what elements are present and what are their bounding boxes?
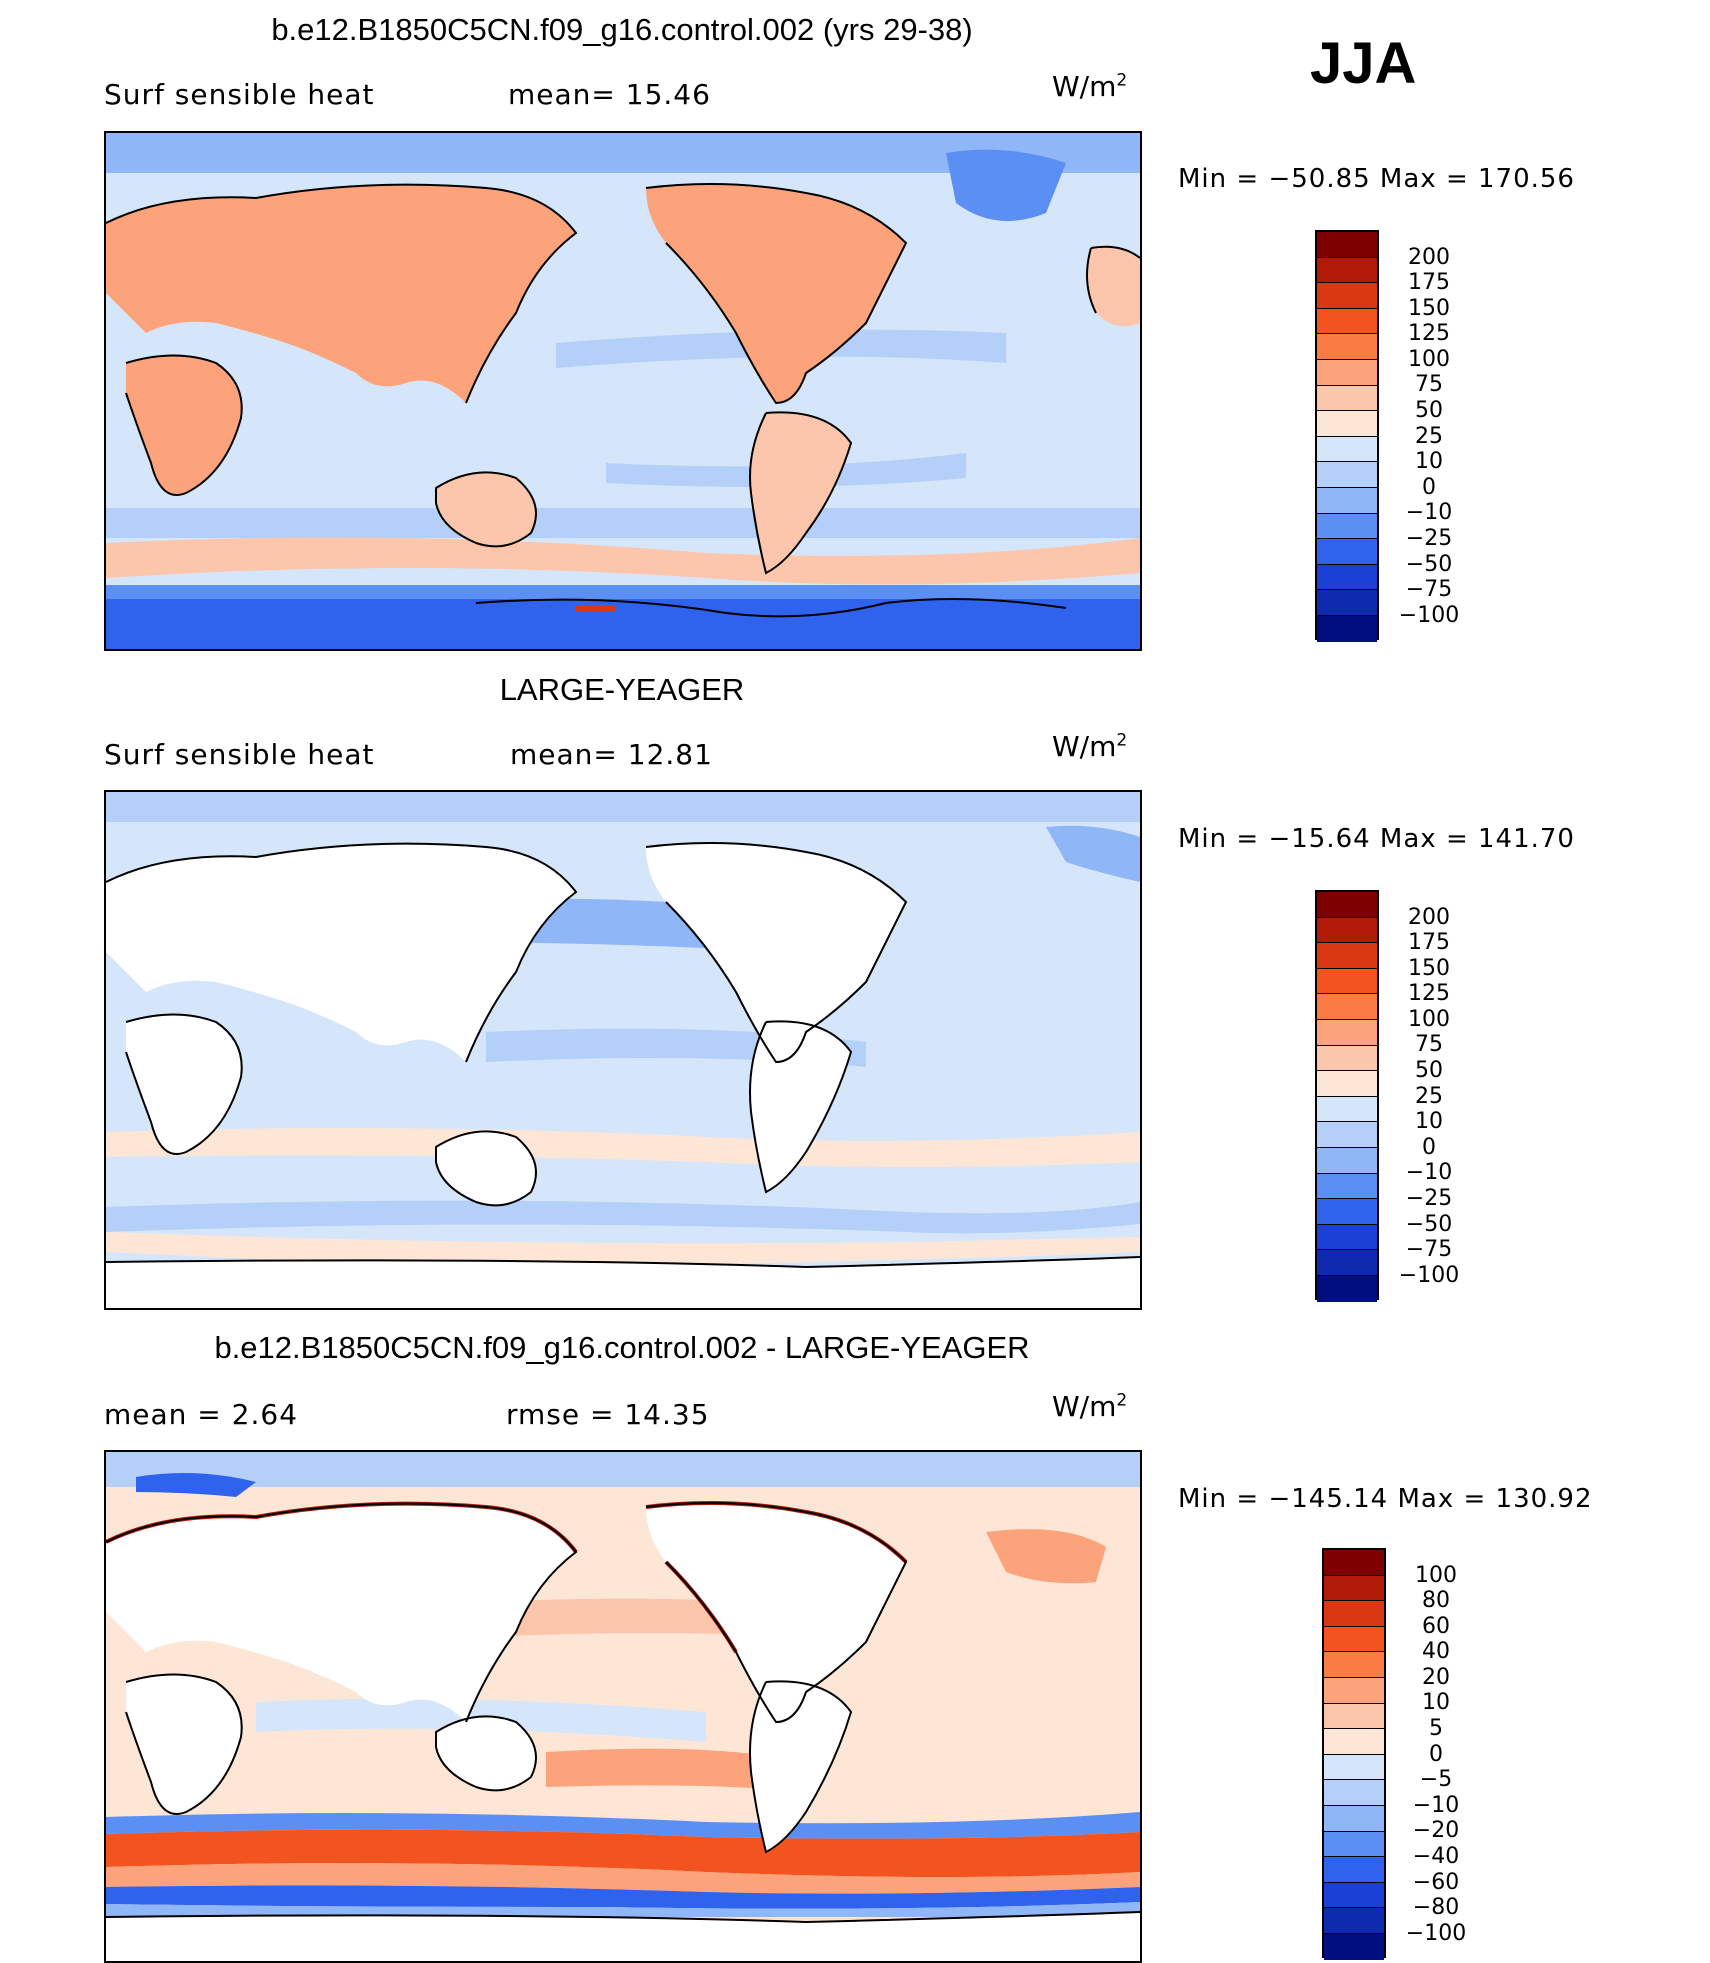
colorbar-tick-label: −100 (1398, 603, 1460, 628)
colorbar-tick-label: 10 (1415, 1109, 1443, 1134)
colorbar-tick-label: 0 (1422, 1135, 1436, 1160)
panel-2-variable-label: Surf sensible heat (104, 738, 375, 771)
colorbar-tick-label: −25 (1405, 1186, 1453, 1211)
panel-3-title: b.e12.B1850C5CN.f09_g16.control.002 - LA… (214, 1330, 1030, 1365)
panel-1-colorbar (1315, 230, 1379, 642)
colorbar-tick-label: 150 (1408, 956, 1450, 981)
colorbar-tick-label: −50 (1405, 1212, 1453, 1237)
panel-2-colorbar (1315, 890, 1379, 1302)
panel-2-units: W/m2 (1052, 730, 1128, 763)
colorbar-tick-label: 125 (1408, 981, 1450, 1006)
panel-1-units: W/m2 (1052, 70, 1128, 103)
panel-3-min-max: Min = −145.14 Max = 130.92 (1178, 1484, 1593, 1514)
panel-1-mean: mean= 15.46 (508, 78, 711, 111)
colorbar-tick-label: 175 (1408, 270, 1450, 295)
colorbar-tick-label: −50 (1405, 552, 1453, 577)
panel-3-mean: mean = 2.64 (104, 1398, 299, 1431)
panel-1-min-max: Min = −50.85 Max = 170.56 (1178, 164, 1575, 194)
panel-3-colorbar (1322, 1548, 1386, 1960)
panel-1-title: b.e12.B1850C5CN.f09_g16.control.002 (yrs… (271, 12, 973, 47)
colorbar-tick-label: 0 (1422, 475, 1436, 500)
colorbar-tick-label: 100 (1408, 347, 1450, 372)
colorbar-tick-label: 10 (1422, 1690, 1450, 1715)
colorbar-tick-label: −40 (1412, 1844, 1460, 1869)
colorbar-tick-label: 60 (1422, 1614, 1450, 1639)
colorbar-tick-label: −25 (1405, 526, 1453, 551)
colorbar-tick-label: 5 (1429, 1716, 1443, 1741)
colorbar-tick-label: 40 (1422, 1639, 1450, 1664)
colorbar-tick-label: 75 (1415, 372, 1443, 397)
colorbar-tick-label: −60 (1412, 1870, 1460, 1895)
colorbar-tick-label: 200 (1408, 245, 1450, 270)
colorbar-tick-label: −10 (1405, 500, 1453, 525)
panel-2-map (104, 790, 1142, 1310)
colorbar-tick-label: 20 (1422, 1665, 1450, 1690)
panel-3-rmse: rmse = 14.35 (506, 1398, 710, 1431)
colorbar-tick-label: 25 (1415, 1084, 1443, 1109)
colorbar-tick-label: −10 (1412, 1793, 1460, 1818)
colorbar-tick-label: 80 (1422, 1588, 1450, 1613)
colorbar-tick-label: 150 (1408, 296, 1450, 321)
panel-3-units: W/m2 (1052, 1390, 1128, 1423)
colorbar-tick-label: −100 (1398, 1263, 1460, 1288)
colorbar-tick-label: 175 (1408, 930, 1450, 955)
season-label: JJA (1310, 31, 1417, 96)
colorbar-tick-label: 50 (1415, 1058, 1443, 1083)
panel-2-min-max: Min = −15.64 Max = 141.70 (1178, 824, 1575, 854)
colorbar-tick-label: −80 (1412, 1895, 1460, 1920)
colorbar-tick-label: −75 (1405, 1237, 1453, 1262)
panel-1-variable-label: Surf sensible heat (104, 78, 375, 111)
panel-1-map (104, 131, 1142, 651)
colorbar-tick-label: 0 (1429, 1742, 1443, 1767)
colorbar-tick-label: −100 (1405, 1921, 1467, 1946)
colorbar-tick-label: 125 (1408, 321, 1450, 346)
panel-2-mean: mean= 12.81 (510, 738, 713, 771)
colorbar-tick-label: −20 (1412, 1818, 1460, 1843)
panel-3-map (104, 1450, 1142, 1963)
colorbar-tick-label: 100 (1415, 1563, 1457, 1588)
colorbar-tick-label: 75 (1415, 1032, 1443, 1057)
panel-2-title: LARGE-YEAGER (499, 672, 745, 707)
colorbar-tick-label: −5 (1419, 1767, 1453, 1792)
colorbar-tick-label: −75 (1405, 577, 1453, 602)
colorbar-tick-label: 100 (1408, 1007, 1450, 1032)
colorbar-tick-label: 50 (1415, 398, 1443, 423)
colorbar-tick-label: 200 (1408, 905, 1450, 930)
colorbar-tick-label: −10 (1405, 1160, 1453, 1185)
colorbar-tick-label: 25 (1415, 424, 1443, 449)
colorbar-tick-label: 10 (1415, 449, 1443, 474)
